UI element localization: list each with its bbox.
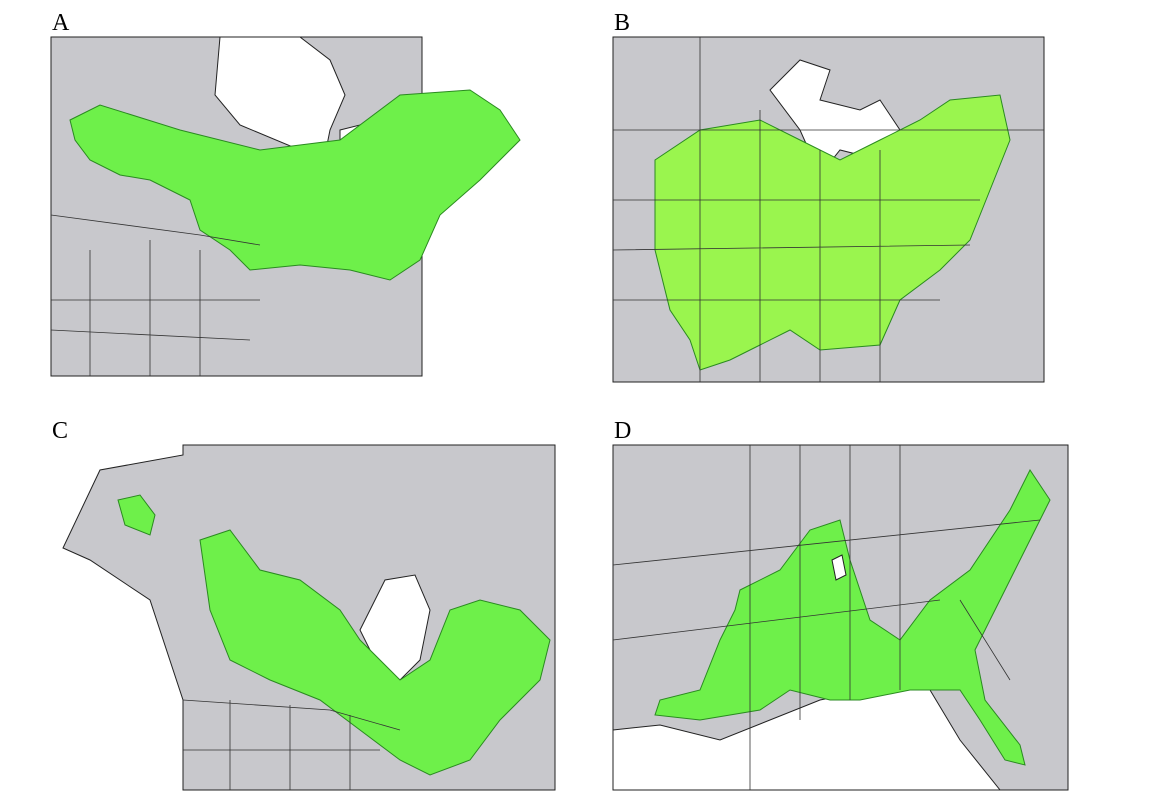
lake [831,554,847,581]
panel-label: D [614,418,631,444]
range-area [117,494,156,536]
panel-label: A [52,10,70,36]
map-b: B [612,10,1045,383]
range-area [654,94,1011,371]
range-area [69,89,521,281]
borders [182,699,401,790]
borders [612,445,1041,790]
panel-label: B [614,10,630,36]
range-area [199,529,551,776]
map-a: A [50,10,521,377]
map-d: D [612,418,1069,791]
panel-label: C [52,418,68,444]
borders [50,214,261,376]
borders [612,37,1044,382]
map-c: C [52,418,556,791]
range-area [654,469,1051,766]
